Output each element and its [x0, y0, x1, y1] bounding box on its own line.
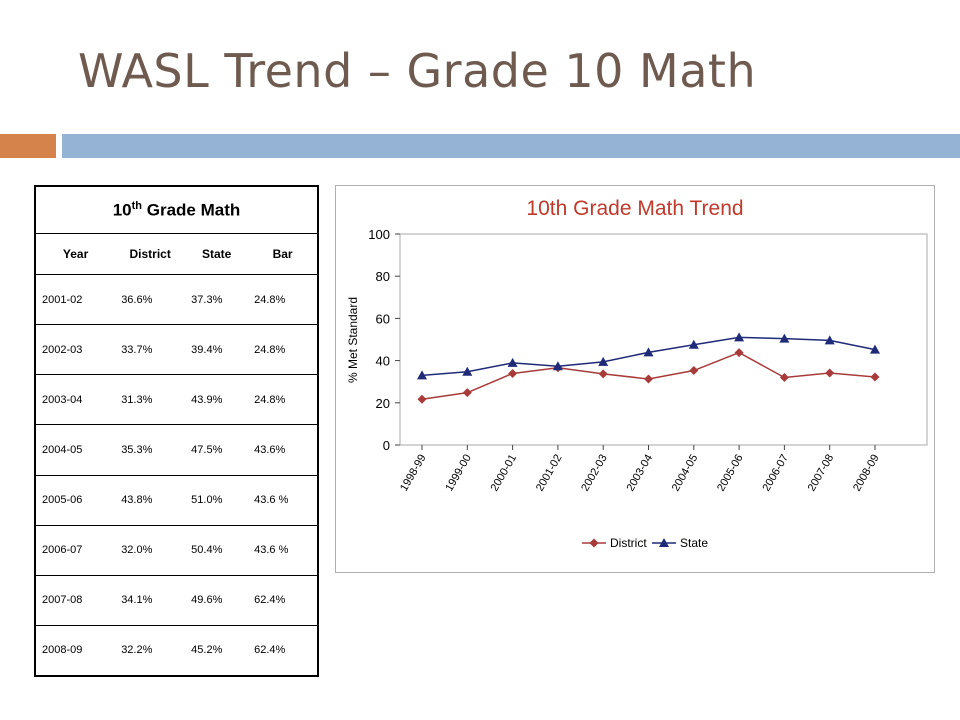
column-header-bar: Bar — [248, 233, 318, 276]
cell-bar: 24.8% — [248, 374, 318, 426]
cell-year: 2006-07 — [35, 525, 116, 576]
column-header-state: State — [185, 233, 249, 276]
chart-title: 10th Grade Math Trend — [526, 197, 743, 220]
cell-bar: 43.6 % — [248, 525, 318, 576]
caption-text: Grade Math — [142, 200, 241, 220]
caption-number: 10 — [112, 200, 132, 220]
y-tick-label: 80 — [376, 269, 390, 284]
title-accent-bar — [0, 134, 56, 158]
cell-bar: 43.6% — [248, 424, 318, 476]
district-data-point — [417, 394, 427, 404]
cell-district: 34.1% — [115, 575, 186, 626]
state-data-point — [552, 361, 563, 371]
table-header-row: Year District State Bar — [35, 233, 318, 276]
cell-year: 2004-05 — [35, 424, 116, 476]
cell-bar: 24.8% — [248, 274, 318, 326]
cell-district: 43.8% — [115, 475, 186, 526]
state-data-point — [870, 344, 880, 354]
cell-state: 39.4% — [185, 324, 249, 376]
cell-bar: 43.6 % — [248, 475, 318, 526]
cell-state: 50.4% — [185, 525, 249, 576]
district-data-point — [598, 369, 608, 379]
legend-state-label: State — [680, 536, 708, 550]
legend-state-marker — [659, 538, 669, 547]
cell-bar: 24.8% — [248, 324, 318, 376]
table-row: 2001-02 36.6% 37.3% 24.8% — [35, 274, 318, 326]
district-data-point — [644, 374, 653, 384]
results-table: 10th Grade Math Year District State Bar … — [34, 185, 319, 677]
caption-ordinal: th — [131, 199, 143, 212]
district-data-point — [779, 372, 789, 382]
y-tick-label: 60 — [376, 311, 390, 326]
cell-bar: 62.4% — [254, 644, 286, 657]
table-caption-row: 10th Grade Math — [35, 186, 318, 235]
cell-state: 51.0% — [185, 475, 249, 526]
cell-district: 35.3% — [115, 424, 186, 476]
table-row: 2002-03 33.7% 39.4% 24.8% — [35, 324, 318, 376]
cell-year: 2007-08 — [35, 575, 116, 626]
table-row: 2008-09 32.2% 45.2% 62.4% — [35, 625, 318, 676]
cell-year: 2008-09 — [42, 644, 83, 657]
table-caption: 10th Grade Math — [35, 186, 318, 235]
title-rule — [62, 134, 960, 158]
cell-district: 33.7% — [115, 324, 186, 376]
cell-bar: 62.4% — [248, 575, 318, 626]
state-data-point — [824, 335, 835, 345]
y-tick-label: 100 — [368, 227, 390, 242]
table-row: 2003-04 31.3% 43.9% 24.8% — [35, 374, 318, 426]
cell-state: 47.5% — [185, 424, 249, 476]
column-header-district: District — [115, 233, 186, 276]
cell-year: 2005-06 — [35, 475, 116, 526]
cell-year: 2003-04 — [35, 374, 116, 426]
cell-district: 36.6% — [115, 274, 186, 326]
y-axis-label: % Met Standard — [346, 297, 360, 383]
cell-state: 43.9% — [185, 374, 249, 426]
trend-chart: 10th Grade Math Trend % Met Standard 0 20… — [335, 185, 935, 573]
cell-year: 2001-02 — [35, 274, 116, 326]
state-data-point — [688, 339, 699, 349]
cell-district: 32.0% — [115, 525, 186, 576]
legend-district-marker — [589, 538, 599, 548]
state-data-point — [507, 357, 518, 367]
y-tick-label: 0 — [383, 438, 390, 453]
state-data-point — [462, 366, 473, 376]
column-header-year: Year — [35, 233, 116, 276]
cell-state: 49.6% — [185, 575, 249, 626]
state-data-point — [779, 333, 790, 343]
state-data-point — [417, 370, 427, 380]
state-data-point — [598, 356, 609, 366]
y-tick-label: 40 — [376, 354, 390, 369]
cell-district: 31.3% — [115, 374, 186, 426]
table-row: 2007-08 34.1% 49.6% 62.4% — [35, 575, 318, 626]
table-row: 2005-06 43.8% 51.0% 43.6 % — [35, 475, 318, 526]
state-data-point — [734, 332, 745, 342]
cell-year: 2002-03 — [35, 324, 116, 376]
cell-state: 45.2% — [191, 644, 223, 657]
y-tick-label: 20 — [376, 396, 390, 411]
cell-district: 32.2% — [121, 644, 153, 657]
district-data-point — [508, 368, 518, 378]
trend-chart-panel: 10th Grade Math Trend % Met Standard 0 20… — [335, 185, 935, 573]
district-data-point — [870, 372, 880, 382]
state-data-point — [643, 347, 654, 357]
district-data-point — [689, 366, 699, 376]
slide-title: WASL Trend – Grade 10 Math — [78, 44, 757, 98]
table-row: 2006-07 32.0% 50.4% 43.6 % — [35, 525, 318, 576]
district-data-point — [825, 368, 835, 378]
cell-state: 37.3% — [185, 274, 249, 326]
district-data-point — [462, 388, 472, 398]
district-data-point — [734, 348, 744, 358]
table-row: 2004-05 35.3% 47.5% 43.6% — [35, 424, 318, 476]
plot-area — [399, 233, 928, 446]
legend-district-label: District — [610, 536, 647, 550]
